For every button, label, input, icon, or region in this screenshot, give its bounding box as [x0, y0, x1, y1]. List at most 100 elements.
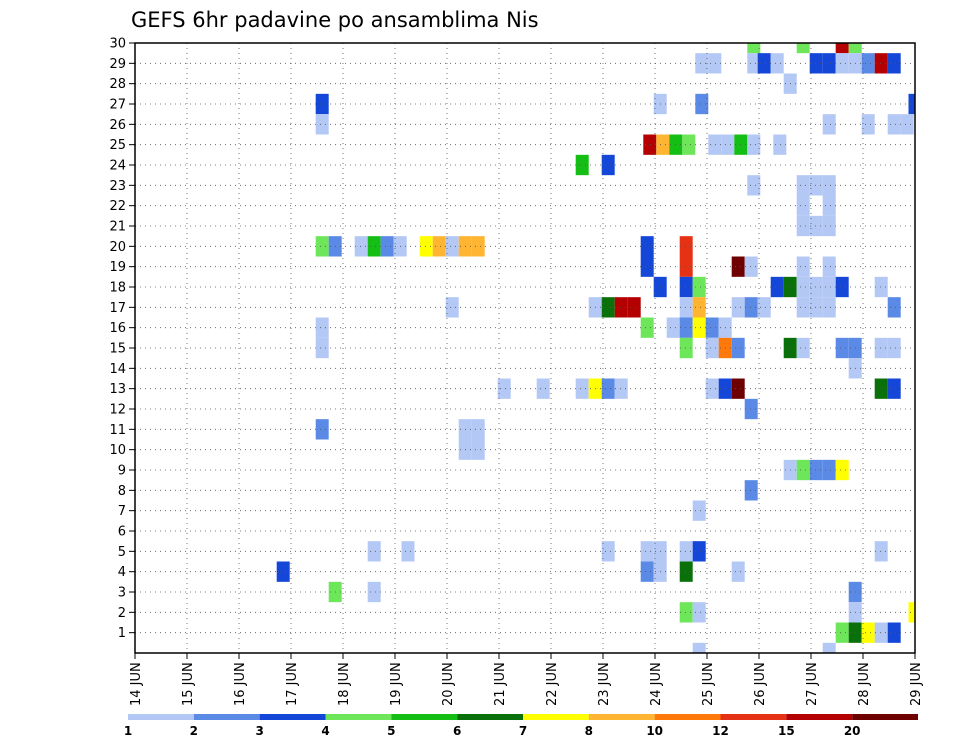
heatmap-cell: [796, 195, 810, 216]
legend-label: 10: [646, 724, 663, 738]
heatmap-cell: [861, 114, 875, 135]
y-tick-label: 23: [109, 179, 126, 194]
heatmap-cell: [822, 114, 836, 135]
legend: 1 2 3 4 5 6 7 8 10 12 15 20: [124, 714, 918, 738]
y-tick-label: 19: [109, 260, 126, 275]
heatmap-cell: [747, 134, 761, 155]
heatmap-cell: [796, 459, 810, 481]
heatmap-cell: [861, 622, 875, 643]
heatmap-cell: [822, 256, 836, 277]
heatmap-cell: [809, 175, 823, 196]
heatmap-cell: [276, 561, 290, 582]
heatmap-cell: [679, 256, 693, 277]
heatmap-cell: [770, 53, 784, 74]
heatmap-cell: [887, 53, 901, 74]
heatmap-cell: [731, 378, 745, 399]
heatmap-cell: [822, 297, 836, 318]
y-axis: 1234567891011121314151617181920212223242…: [109, 37, 135, 641]
x-tick-label: 26 JUN: [753, 662, 768, 706]
legend-label: 20: [844, 724, 861, 738]
heatmap-cell: [705, 337, 719, 359]
y-tick-label: 5: [118, 545, 126, 560]
heatmap-cell: [861, 53, 875, 74]
heatmap-cell: [445, 297, 459, 318]
heatmap-cell: [705, 378, 719, 399]
heatmap-cell: [315, 93, 329, 115]
heatmap-cell: [747, 43, 761, 54]
heatmap-cell: [692, 297, 706, 318]
heatmap-cell: [908, 93, 915, 115]
heatmap-cell: [874, 622, 888, 643]
y-tick-label: 20: [109, 240, 126, 255]
y-tick-label: 29: [109, 57, 126, 72]
heatmap-cell: [536, 378, 550, 399]
x-tick-label: 23 JUN: [597, 662, 612, 706]
heatmap-cell: [682, 134, 696, 155]
heatmap-cell: [796, 215, 810, 237]
heatmap-cell: [809, 215, 823, 237]
heatmap-cell: [908, 602, 915, 623]
heatmap-cell: [721, 134, 735, 155]
legend-swatch: [128, 714, 194, 720]
heatmap-cell: [643, 134, 657, 155]
y-tick-label: 13: [109, 382, 126, 397]
heatmap-cell: [695, 53, 709, 74]
heatmap-cell: [731, 337, 745, 359]
heatmap-cell: [471, 419, 485, 440]
heatmap-cell: [692, 642, 706, 653]
heatmap-cell: [640, 561, 654, 582]
legend-swatch: [720, 714, 787, 720]
heatmap-cell: [874, 541, 888, 562]
y-tick-label: 2: [118, 606, 126, 621]
legend-swatch: [259, 714, 326, 720]
heatmap-cell: [656, 134, 670, 155]
x-tick-label: 15 JUN: [181, 662, 196, 706]
heatmap-cell: [640, 541, 654, 562]
heatmap-cell: [822, 53, 836, 74]
heatmap-cell: [822, 642, 836, 653]
y-tick-label: 25: [109, 138, 126, 153]
heatmap-cell: [731, 297, 745, 318]
heatmap-cell: [692, 541, 706, 562]
heatmap-cell: [900, 114, 914, 135]
y-tick-label: 21: [109, 220, 126, 235]
legend-swatch: [391, 714, 458, 720]
heatmap-cell: [315, 114, 329, 135]
heatmap-cell: [601, 541, 615, 562]
heatmap-cell: [692, 317, 706, 338]
legend-swatch: [193, 714, 260, 720]
heatmap-cell: [835, 276, 849, 298]
heatmap-cell: [705, 317, 719, 338]
heatmap-cell: [848, 43, 862, 54]
heatmap-cell: [796, 43, 810, 54]
heatmap-cell: [679, 602, 693, 623]
heatmap-cell: [640, 317, 654, 338]
heatmap-cell: [471, 439, 485, 460]
heatmap-cell: [601, 154, 615, 176]
heatmap-cell: [315, 317, 329, 338]
x-tick-label: 17 JUN: [285, 662, 300, 706]
legend-swatch: [457, 714, 523, 720]
heatmap-cell: [354, 236, 368, 257]
heatmap-cell: [744, 398, 758, 420]
heatmap-cell: [887, 378, 901, 399]
x-tick-label: 27 JUN: [805, 662, 820, 706]
heatmap-cell: [822, 175, 836, 196]
heatmap-cell: [874, 378, 888, 399]
x-tick-label: 28 JUN: [857, 662, 872, 706]
x-tick-label: 14 JUN: [129, 662, 144, 706]
heatmap-cell: [822, 195, 836, 216]
heatmap-cell: [809, 459, 823, 481]
y-tick-label: 16: [109, 321, 126, 336]
heatmap-cell: [315, 236, 329, 257]
x-tick-label: 16 JUN: [233, 662, 248, 706]
heatmap-cell: [835, 459, 849, 481]
x-tick-label: 25 JUN: [701, 662, 716, 706]
heatmap-cell: [731, 561, 745, 582]
legend-label: 15: [778, 724, 795, 738]
heatmap-cell: [695, 93, 709, 115]
x-tick-label: 20 JUN: [441, 662, 456, 706]
heatmap-cell: [796, 297, 810, 318]
heatmap-cell: [692, 500, 706, 521]
